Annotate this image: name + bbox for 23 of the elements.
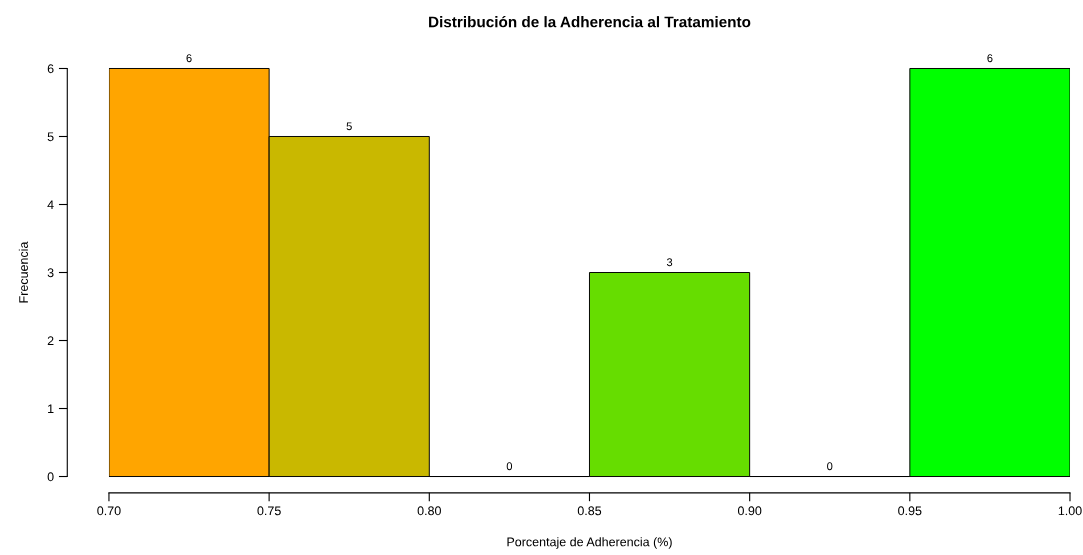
y-tick-label: 2: [47, 336, 54, 346]
y-tick-label: 5: [47, 132, 54, 142]
data-label: 6: [186, 54, 192, 63]
x-tick-label: 1.00: [1058, 506, 1082, 516]
x-tick-label: 0.80: [417, 506, 441, 516]
y-tick-label: 4: [47, 200, 54, 210]
y-tick-label: 0: [47, 472, 54, 482]
chart-title: Distribución de la Adherencia al Tratamiento: [429, 15, 751, 28]
x-tick-label: 0.70: [97, 506, 121, 516]
data-label: 5: [346, 122, 352, 131]
y-tick-label: 1: [48, 404, 54, 414]
data-label: 0: [506, 462, 513, 471]
y-tick-label: 6: [47, 64, 54, 74]
data-label: 6: [987, 54, 993, 63]
data-label: 3: [666, 258, 673, 267]
x-tick-label: 0.75: [257, 506, 281, 516]
x-tick-label: 0.85: [577, 506, 602, 516]
y-axis-title: Frecuencia: [18, 241, 28, 303]
x-tick-label: 0.90: [737, 506, 762, 516]
x-axis-title: Porcentaje de Adherencia (%): [507, 537, 672, 549]
x-tick-label: 0.95: [898, 506, 922, 516]
data-label: 0: [827, 462, 833, 471]
y-tick-label: 3: [47, 268, 54, 278]
